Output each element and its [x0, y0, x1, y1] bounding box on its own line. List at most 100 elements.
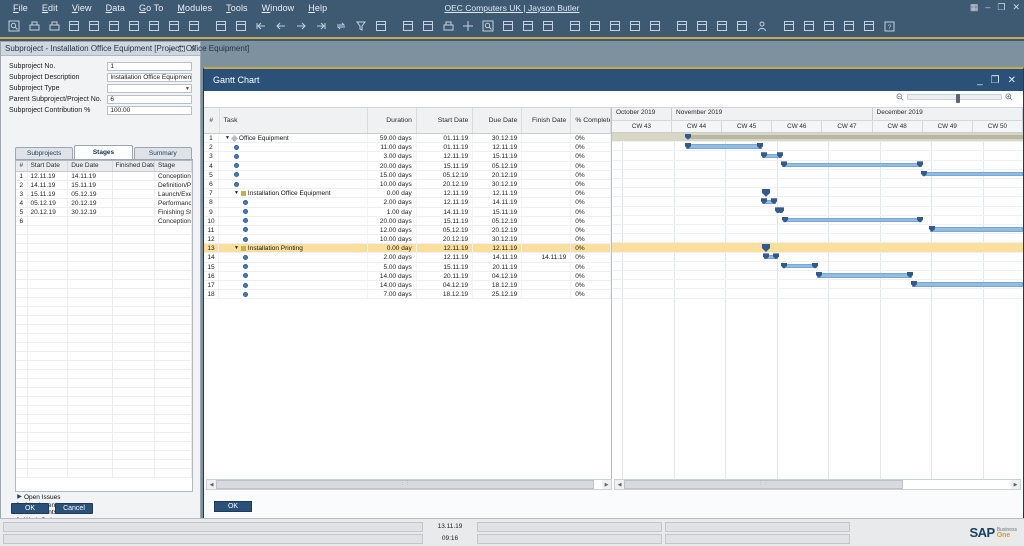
cell-start-date[interactable] — [28, 253, 69, 261]
subproject-cancel-button[interactable]: Cancel — [55, 503, 93, 514]
timeline-row[interactable] — [612, 280, 1023, 290]
expander-icon[interactable]: ▼ — [233, 189, 239, 196]
cell-finish-date[interactable] — [522, 207, 572, 216]
gantt-task-row[interactable]: 1 ▼ Office Equipment 59.00 days 01.11.19 30.1… — [204, 134, 611, 144]
last-record-icon[interactable] — [312, 17, 331, 36]
cell-due-date[interactable] — [68, 460, 113, 468]
relations-icon[interactable] — [860, 17, 879, 36]
cell-due-date[interactable]: 14.11.19 — [473, 198, 523, 207]
stages-row-empty[interactable] — [16, 325, 192, 334]
cell-task[interactable] — [219, 262, 368, 271]
gantt-milestone[interactable] — [762, 188, 770, 197]
cell-percent-complete[interactable]: 0% — [571, 143, 611, 152]
stages-row-empty[interactable] — [16, 244, 192, 253]
cell-percent-complete[interactable]: 0% — [571, 244, 611, 253]
timeline-row[interactable] — [612, 289, 1023, 299]
cell-start-date[interactable]: 15.11.19 — [417, 161, 474, 170]
cell-percent-complete[interactable]: 0% — [571, 179, 611, 189]
cell-finished-date[interactable] — [113, 469, 155, 477]
cell-percent-complete[interactable]: 0% — [571, 198, 611, 207]
chevron-right-icon[interactable]: ▶ — [17, 494, 22, 500]
print-icon[interactable] — [25, 17, 44, 36]
menu-goto[interactable]: Go To — [139, 2, 164, 13]
gantt-zoom-control[interactable] — [896, 93, 1013, 103]
cell-stage[interactable] — [155, 235, 192, 243]
email-icon[interactable] — [65, 17, 84, 36]
cell-finish-date[interactable] — [522, 152, 572, 161]
cell-finished-date[interactable] — [113, 406, 155, 414]
export-pdf-icon[interactable] — [145, 17, 164, 36]
scroll-right-icon[interactable]: ▶ — [1011, 480, 1020, 489]
scroll-left-icon[interactable]: ◀ — [207, 480, 216, 489]
cell-due-date[interactable]: 12.11.19 — [473, 189, 523, 198]
gantt-task-row[interactable]: 15 5.00 days 15.11.19 20.11.19 0% — [204, 262, 611, 272]
cell-duration[interactable]: 15.00 days — [368, 170, 417, 179]
cell-due-date[interactable]: 20.11.19 — [473, 262, 523, 271]
cell-due-date[interactable] — [68, 307, 113, 315]
stages-row-empty[interactable] — [16, 334, 192, 343]
chevron-down-icon[interactable]: ▼ — [185, 86, 190, 93]
zoom-in-icon[interactable] — [1005, 93, 1013, 101]
cell-finished-date[interactable] — [113, 325, 155, 333]
stages-row-empty[interactable] — [16, 226, 192, 235]
cell-task[interactable] — [219, 179, 368, 189]
cell-start-date[interactable]: 20.12.19 — [417, 235, 474, 244]
cell-due-date[interactable]: 14.11.19 — [473, 253, 523, 262]
cell-task[interactable] — [219, 271, 368, 280]
minimize-icon[interactable]: _ — [977, 74, 983, 86]
close-icon[interactable]: ✕ — [190, 44, 197, 54]
stages-row-empty[interactable] — [16, 316, 192, 325]
timeline-row[interactable] — [612, 216, 1023, 225]
timeline-row[interactable] — [612, 188, 1023, 198]
cell-duration[interactable]: 11.00 days — [368, 143, 417, 152]
cell-stage[interactable] — [155, 433, 192, 441]
cell-stage[interactable] — [155, 289, 192, 297]
scroll-left-icon[interactable]: ◀ — [615, 480, 624, 489]
cell-start-date[interactable]: 01.11.19 — [417, 143, 474, 152]
cell-finished-date[interactable] — [113, 316, 155, 324]
cell-task[interactable] — [219, 235, 368, 244]
cell-finished-date[interactable] — [113, 280, 155, 288]
menu-edit[interactable]: Edit — [41, 2, 58, 13]
close-icon[interactable]: ✕ — [1012, 2, 1020, 12]
cell-start-date[interactable] — [28, 226, 69, 234]
cell-task[interactable]: ▼ Installation Printing — [219, 244, 368, 253]
cell-stage[interactable] — [155, 424, 192, 432]
edit-icon[interactable] — [566, 17, 585, 36]
cell-start-date[interactable]: 04.12.19 — [417, 281, 474, 290]
cell-finish-date[interactable] — [522, 161, 572, 170]
cell-due-date[interactable]: 20.12.19 — [68, 199, 113, 207]
gantt-task-row[interactable]: 6 10.00 days 20.12.19 30.12.19 0% — [204, 179, 611, 190]
export-excel-icon[interactable] — [105, 17, 124, 36]
add-query-icon[interactable] — [399, 17, 418, 36]
cell-due-date[interactable] — [68, 280, 113, 288]
gantt-task-row[interactable]: 9 1.00 day 14.11.19 15.11.19 0% — [204, 207, 611, 217]
stages-row[interactable]: 6 Conception — [16, 217, 192, 226]
cell-percent-complete[interactable]: 0% — [571, 134, 611, 143]
cell-finish-date[interactable] — [522, 281, 572, 290]
cell-stage[interactable] — [155, 451, 192, 459]
cell-due-date[interactable] — [68, 316, 113, 324]
cell-due-date[interactable]: 12.11.19 — [473, 244, 523, 253]
menu-view[interactable]: View — [71, 2, 92, 13]
timeline-row[interactable] — [612, 271, 1023, 281]
cell-finished-date[interactable] — [113, 253, 155, 261]
cell-finish-date[interactable] — [522, 216, 572, 225]
gantt-bar[interactable] — [686, 144, 762, 149]
print-preview-icon[interactable] — [45, 17, 64, 36]
cell-task[interactable] — [219, 207, 368, 216]
launch-app-icon[interactable] — [165, 17, 184, 36]
gantt-bar[interactable] — [922, 172, 1023, 177]
cell-start-date[interactable]: 20.12.19 — [28, 208, 69, 216]
cell-task[interactable] — [219, 161, 368, 170]
gantt-summary-bar[interactable] — [686, 135, 1023, 139]
cell-finish-date[interactable] — [522, 271, 572, 280]
cell-finished-date[interactable] — [113, 190, 155, 198]
cell-finished-date[interactable] — [113, 199, 155, 207]
cell-due-date[interactable] — [68, 352, 113, 360]
restore-icon[interactable]: ❐ — [990, 74, 1000, 86]
cell-due-date[interactable] — [68, 370, 113, 378]
expander-icon[interactable]: ▼ — [233, 244, 239, 251]
stages-row-empty[interactable] — [16, 442, 192, 451]
minimize-icon[interactable]: – — [985, 2, 991, 12]
